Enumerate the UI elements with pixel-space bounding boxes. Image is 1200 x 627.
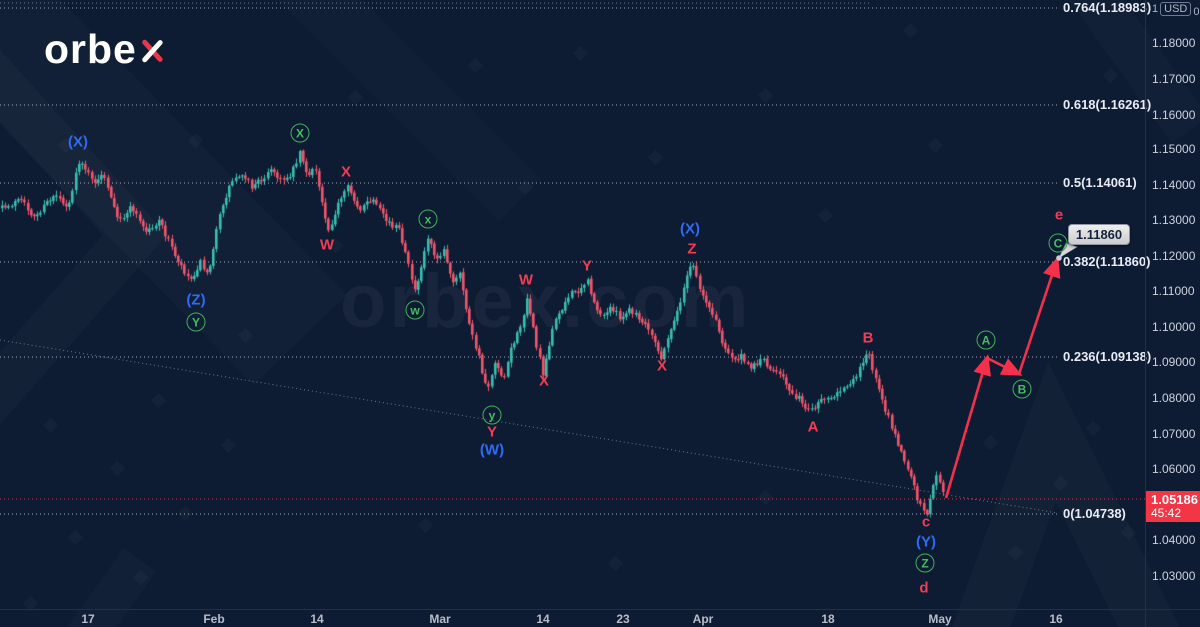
time-axis-border [0,609,1200,610]
wave-label-circled: X [290,123,310,143]
price-tick-label: 1.04000 [1152,533,1196,547]
time-tick-label: Feb [203,612,225,626]
wave-label-circled: A [976,330,996,350]
wave-label: A [807,418,819,436]
fib-level-label: 0.5(1.14061) [1063,175,1137,190]
fib-level-label: 0.382(1.11860) [1063,254,1151,269]
price-tick-label: 1.10000 [1152,320,1196,334]
current-price-badge: 1.05186 45:42 [1146,491,1200,522]
unit-prefix: 1 [1152,3,1159,15]
time-tick-label: 17 [81,612,95,626]
time-tick-label: 14 [310,612,324,626]
price-tick-label: 1.16000 [1152,108,1196,122]
wave-label: X [656,357,668,375]
wave-label: Y [581,257,593,275]
wave-label: (X) [680,220,700,238]
wave-label: (X) [68,133,88,151]
wave-label-circled: Z [915,553,935,573]
price-tick-label: 1.03000 [1152,569,1196,583]
price-tick-label: 1.14000 [1152,178,1196,192]
candlestick-canvas[interactable] [0,0,1145,609]
wave-label: W [518,271,534,289]
fib-level-label: 0.236(1.09138) [1063,349,1152,364]
bar-countdown: 45:42 [1151,506,1182,520]
price-tick-label: 1.06000 [1152,462,1196,476]
wave-label: W [319,236,335,254]
time-tick-label: 16 [1049,612,1063,626]
fib-level-label: 0.764(1.18983) [1063,0,1152,15]
price-tick-label: 1.11000 [1152,284,1195,298]
price-tick-label: 1.08000 [1152,391,1196,405]
price-axis-border [1145,0,1146,627]
fib-level-label: 0.618(1.16261) [1063,97,1152,112]
logo-x [139,36,166,66]
price-tick-label: 1.15000 [1152,142,1196,156]
time-tick-label: 23 [616,612,630,626]
wave-label: (W) [479,441,505,459]
wave-label: X [340,163,352,181]
time-tick-label: 18 [821,612,835,626]
price-tick-label: 1.18000 [1152,36,1196,50]
wave-label: d [919,579,929,597]
wave-label: B [862,329,874,347]
currency-unit-chip[interactable]: 1 USD 0 [1152,1,1200,18]
price-tick-label: 1.07000 [1152,427,1196,441]
wave-label-circled: C [1048,233,1068,253]
price-tick-label: 1.09000 [1152,355,1196,369]
time-tick-label: May [928,612,952,626]
wave-label-circled: Y [186,312,206,332]
unit-suffix: 0 [1193,6,1200,18]
orbex-logo: orbe [44,26,166,72]
wave-label: (Z) [186,291,206,309]
wave-label: X [538,372,550,390]
wave-label: Z [687,240,697,258]
wave-label-circled: x [418,209,438,229]
price-tick-label: 1.12000 [1152,249,1196,263]
current-price-value: 1.05186 [1151,492,1198,507]
wave-label: e [1054,206,1064,224]
unit-box: USD [1160,2,1192,16]
price-tooltip: 1.11860 [1068,224,1130,245]
wave-label: (Y) [916,533,936,551]
time-tick-label: Mar [429,612,451,626]
wave-label-circled: B [1012,379,1032,399]
time-tick-label: 14 [536,612,550,626]
price-tick-label: 1.13000 [1152,213,1196,227]
logo-word: orbe [44,25,137,72]
wave-label-circled: y [482,405,502,425]
wave-label: Y [486,423,498,441]
time-tick-label: Apr [692,612,714,626]
price-tick-label: 1.17000 [1152,72,1196,86]
fib-level-label: 0(1.04738) [1063,506,1126,521]
wave-label-circled: w [405,300,425,320]
wave-label: c [921,513,931,531]
